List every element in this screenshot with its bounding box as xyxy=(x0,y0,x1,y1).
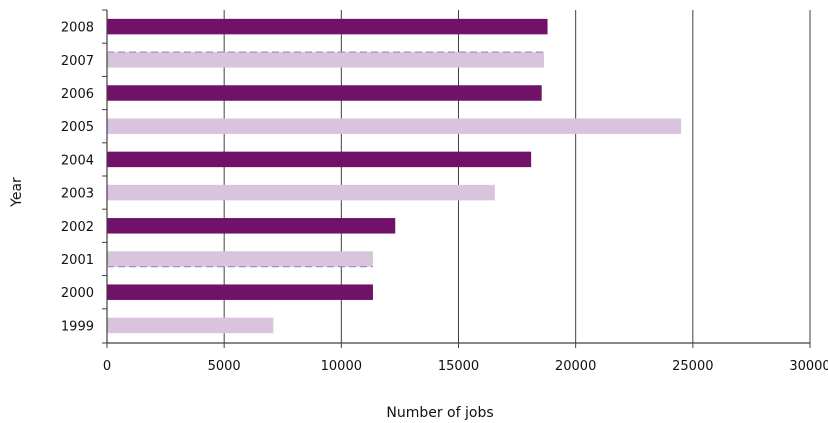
labels: 0 5000 10000 15000 20000 25000 30000 2008 2007 20… xyxy=(9,21,828,421)
x-tick-label-30000: 30000 xyxy=(789,359,828,374)
y-tick-label-1999: 1999 xyxy=(61,319,94,334)
x-tick-label-5000: 5000 xyxy=(208,359,241,374)
y-tick-label-2003: 2003 xyxy=(61,187,94,202)
y-tick-label-2004: 2004 xyxy=(61,153,94,168)
x-tick-label-10000: 10000 xyxy=(321,359,362,374)
y-tick-label-2002: 2002 xyxy=(61,220,94,235)
bar-2006 xyxy=(107,85,542,101)
x-axis-label: Number of jobs xyxy=(386,405,493,421)
bar-2004 xyxy=(107,151,532,168)
bar-2005 xyxy=(107,118,682,134)
y-tick-label-2006: 2006 xyxy=(61,87,94,102)
bars xyxy=(107,18,682,334)
x-tick-label-0: 0 xyxy=(103,359,111,374)
bar-2003 xyxy=(107,184,495,201)
axes xyxy=(102,9,811,348)
bar-2002 xyxy=(107,218,396,234)
x-tick-label-15000: 15000 xyxy=(438,359,479,374)
y-axis-label: Year xyxy=(9,177,25,208)
y-tick-label-2008: 2008 xyxy=(61,21,94,36)
y-tick-label-2000: 2000 xyxy=(61,286,94,301)
x-tick-label-20000: 20000 xyxy=(555,359,596,374)
bar-1999 xyxy=(107,317,274,334)
bar-2007 xyxy=(107,52,545,68)
bar-2000 xyxy=(107,284,373,300)
y-tick-label-2005: 2005 xyxy=(61,120,94,135)
x-tick-label-25000: 25000 xyxy=(672,359,713,374)
bar-2008 xyxy=(107,18,548,35)
y-tick-label-2007: 2007 xyxy=(61,54,94,69)
bar-2001 xyxy=(107,251,373,267)
y-tick-label-2001: 2001 xyxy=(61,253,94,268)
